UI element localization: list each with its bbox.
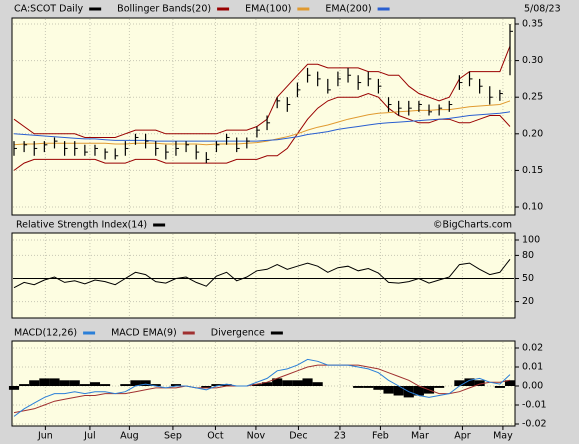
x-tick-label: 23 <box>334 431 346 442</box>
bollinger-upper <box>13 45 511 138</box>
divergence-bar <box>140 380 151 386</box>
y-tick-label: 0.10 <box>522 202 543 213</box>
y-tick-label: 0.35 <box>522 19 543 30</box>
divergence-bar <box>251 384 262 386</box>
x-tick-label: Mar <box>411 431 429 442</box>
price-panel <box>11 17 516 216</box>
rsi-line <box>13 258 511 289</box>
signal-line <box>13 364 511 414</box>
divergence-bar <box>89 382 101 386</box>
legend-label: MACD(12,26) <box>14 328 77 339</box>
legend-label: EMA(200) <box>325 4 371 15</box>
x-tick-label: Jun <box>37 431 53 442</box>
divergence-bar <box>504 380 516 386</box>
legend-label: MACD EMA(9) <box>111 328 177 339</box>
divergence-bar <box>201 386 212 388</box>
divergence-bar <box>454 380 465 386</box>
divergence-bar <box>282 380 293 386</box>
divergence-bar <box>170 384 182 386</box>
y-tick-label: 0.25 <box>522 92 543 103</box>
divergence-bar <box>79 384 90 386</box>
divergence-bar <box>49 378 60 386</box>
divergence-bar <box>100 384 111 386</box>
x-tick-label: Jul <box>83 431 95 442</box>
divergence-bar <box>69 380 80 386</box>
divergence-bar <box>150 384 161 386</box>
divergence-bar <box>272 378 283 386</box>
divergence-bar <box>464 378 475 386</box>
legend-label: Divergence <box>211 328 265 339</box>
divergence-bar <box>262 382 273 386</box>
y-tick-label: -0.01 <box>522 400 547 411</box>
divergence-bar <box>39 378 50 386</box>
y-tick-label: 0.01 <box>522 362 543 373</box>
divergence-bar <box>363 386 374 388</box>
rsi-title: Relative Strength Index(14) <box>16 220 147 231</box>
y-tick-label: 100 <box>522 235 540 246</box>
divergence-bar <box>292 380 303 386</box>
date: 5/08/23 <box>524 4 561 15</box>
y-tick-label: 50 <box>522 273 534 284</box>
legend-label: CA:SCOT Daily <box>14 4 84 15</box>
divergence-bar <box>413 386 424 396</box>
x-tick-label: Dec <box>289 431 307 442</box>
divergence-bar <box>383 386 394 394</box>
x-tick-label: Aug <box>120 431 139 442</box>
divergence-bar <box>211 384 222 386</box>
divergence-bar <box>19 384 30 386</box>
x-tick-label: May <box>493 431 513 442</box>
rsi-panel <box>11 232 516 319</box>
divergence-bar <box>393 386 404 396</box>
divergence-bar <box>221 384 232 386</box>
bollinger-lower <box>13 92 511 171</box>
y-tick-label: 0.00 <box>522 381 543 392</box>
y-tick-label: 0.30 <box>522 55 543 66</box>
ema-line <box>13 100 511 146</box>
y-tick-label: 80 <box>522 250 534 261</box>
y-tick-label: 0.15 <box>522 165 543 176</box>
divergence-bar <box>59 380 70 386</box>
divergence-bar <box>130 380 141 386</box>
macd-line <box>13 358 511 417</box>
x-tick-label: Nov <box>247 431 266 442</box>
divergence-bar <box>353 386 364 388</box>
ema-line <box>13 111 511 142</box>
divergence-bar <box>8 386 20 390</box>
legend-label: EMA(100) <box>245 4 291 15</box>
x-tick-label: Feb <box>372 431 389 442</box>
source: ©BigCharts.com <box>433 220 512 231</box>
divergence-bar <box>434 386 445 388</box>
divergence-bar <box>120 384 131 386</box>
x-tick-label: Sep <box>164 431 182 442</box>
legend-label: Bollinger Bands(20) <box>117 4 211 15</box>
y-tick-label: 0.20 <box>522 128 543 139</box>
divergence-bar <box>474 380 485 386</box>
divergence-bar <box>29 380 40 386</box>
divergence-bar <box>494 386 505 388</box>
y-tick-label: 20 <box>522 296 534 307</box>
y-tick-label: 0.02 <box>522 343 543 354</box>
divergence-bar <box>312 382 323 386</box>
divergence-bar <box>302 378 313 386</box>
x-tick-label: Apr <box>454 431 471 442</box>
y-tick-label: -0.02 <box>522 419 547 430</box>
divergence-bar <box>373 386 384 390</box>
x-tick-label: Oct <box>207 431 224 442</box>
